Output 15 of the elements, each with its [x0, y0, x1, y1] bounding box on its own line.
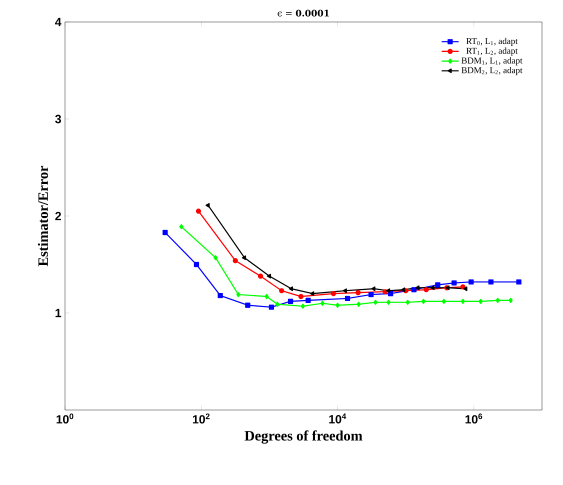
- legend-label: BDM$_{1}$, L$_{1}$, adapt: [462, 57, 522, 66]
- y-tick-label: 4: [55, 18, 62, 26]
- y-tick-label: 2: [55, 212, 62, 220]
- x-tick-label: 10$^{2}$: [192, 414, 210, 424]
- y-tick-label: 1: [56, 308, 62, 318]
- x-tick-label: 10$^{0}$: [56, 414, 74, 424]
- y-axis-title: Estimator/Error: [38, 166, 48, 266]
- legend-label: RT$_{0}$, L$_{1}$, adapt: [466, 38, 518, 46]
- chart-title: ϵ = 0.0001: [278, 10, 329, 16]
- legend-label: RT$_{1}$, L$_{2}$, adapt: [466, 48, 518, 56]
- x-axis-title: Degrees of freedom: [244, 430, 362, 444]
- legend-label: BDM$_{2}$, L$_{2}$, adapt: [462, 66, 522, 76]
- y-tick-label: 3: [55, 114, 62, 124]
- x-tick-label: 10$^{6}$: [466, 414, 482, 424]
- x-tick-label: 10$^{4}$: [329, 414, 346, 424]
